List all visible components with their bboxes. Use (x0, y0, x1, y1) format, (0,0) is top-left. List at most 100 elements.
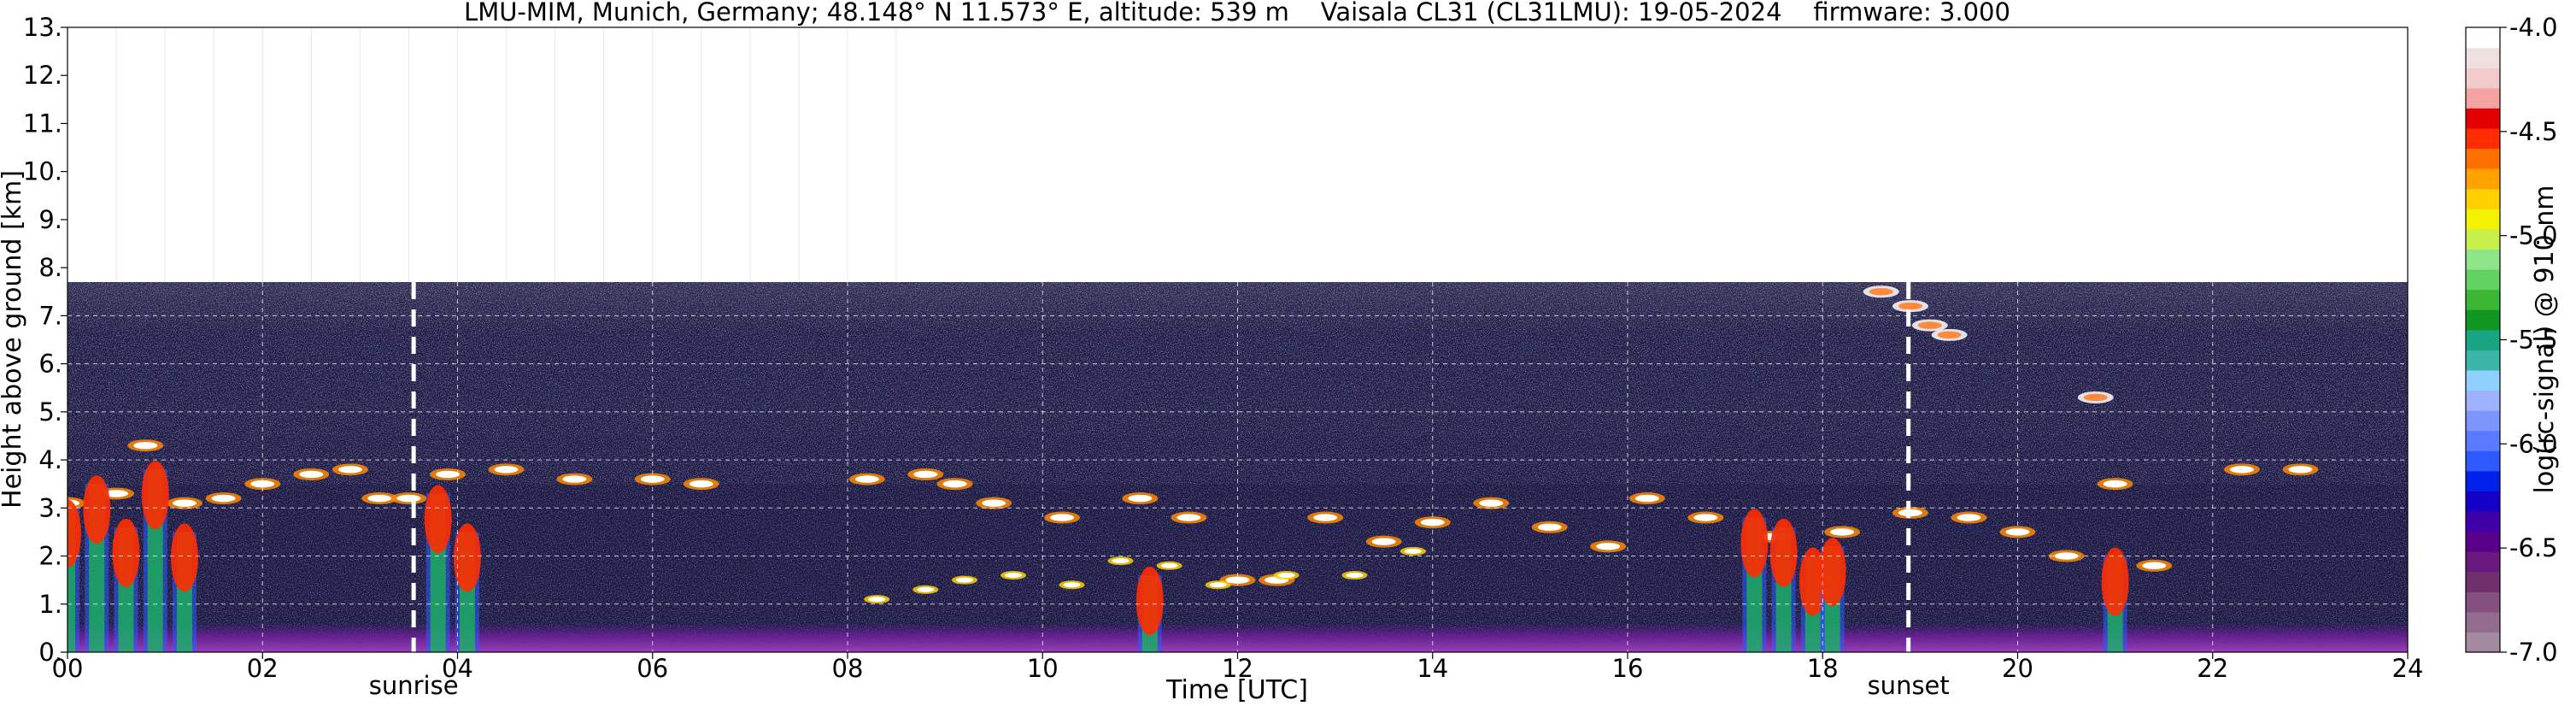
y-tick-label: 12. (23, 61, 62, 90)
precipitation-layer (67, 461, 2129, 652)
colorbar-tick-label: -7.0 (2509, 638, 2558, 667)
x-tick-label: 20 (2002, 654, 2033, 683)
precip-echo (453, 523, 481, 592)
y-tick-label: 4. (38, 445, 62, 474)
colorbar-segment (2466, 47, 2500, 68)
layer-point (1371, 538, 1396, 545)
colorbar-segment (2466, 470, 2500, 491)
colorbar-segment (2466, 209, 2500, 230)
colorbar-segment (2466, 510, 2500, 532)
layer-point (1050, 514, 1075, 521)
layer-point (942, 479, 967, 488)
precip-echo (67, 499, 81, 568)
precip-echo (2101, 547, 2129, 616)
colorbar-tick-label: -5.5 (2509, 326, 2558, 355)
x-tick-label: 18 (1807, 654, 1839, 683)
colorbar-segment (2466, 551, 2500, 573)
layer-point (2288, 466, 2313, 474)
layer-point (1479, 499, 1504, 507)
layer-point (104, 490, 129, 497)
colorbar-segment (2466, 591, 2500, 613)
x-tick-label: 14 (1417, 654, 1448, 683)
colorbar-label: log(rc-signal) @ 910 nm (2530, 185, 2560, 494)
colorbar-tick-label: -6.5 (2509, 533, 2558, 562)
colorbar-segment (2466, 430, 2500, 451)
y-axis: 0. 1. 2. 3. 4. 5. 6. 7. 8. 9. 10. 11. 12. 13. (23, 13, 67, 667)
y-tick-label: 10. (23, 157, 62, 186)
colorbar-segment (2466, 611, 2500, 633)
colorbar-segment (2466, 289, 2500, 310)
layer-point (1128, 494, 1153, 503)
layer-point (2142, 562, 2167, 569)
layer-point (868, 597, 886, 603)
colorbar-segment (2466, 632, 2500, 653)
layer-point (1225, 576, 1250, 584)
precip-echo (1740, 509, 1769, 578)
x-tick-label: 04 (442, 654, 473, 683)
layer-point (133, 442, 158, 450)
layer-point (1404, 548, 1422, 554)
chart-title: LMU-MIM, Munich, Germany; 48.148° N 11.5… (464, 0, 2010, 26)
colorbar-segment (2466, 268, 2500, 291)
aerosol-cloud-layers (67, 285, 2319, 652)
y-axis-label: Height above ground [km] (0, 170, 27, 509)
layer-point (2054, 552, 2079, 560)
layer-point (1209, 582, 1227, 588)
x-tick-label: 24 (2392, 654, 2424, 683)
y-tick-label: 5. (38, 397, 62, 427)
layer-point (1917, 321, 1942, 329)
x-tick-label: 00 (52, 654, 84, 683)
layer-point (1596, 543, 1621, 550)
precip-echo (1769, 518, 1798, 587)
layer-point (1937, 331, 1962, 339)
layer-point (562, 475, 587, 483)
colorbar-segment (2466, 68, 2500, 89)
layer-point (917, 586, 935, 592)
layer-point (1537, 523, 1562, 531)
plot-area (67, 27, 2408, 652)
colorbar-tick-label: -6.0 (2509, 429, 2558, 458)
y-tick-label: 3. (38, 493, 62, 522)
colorbar-tick-label: -4.0 (2509, 13, 2558, 42)
precip-echo (112, 518, 140, 587)
x-tick-label: 02 (247, 654, 279, 683)
elevated-layer-layer (1863, 285, 2114, 403)
y-tick-label: 9. (38, 205, 62, 234)
layer-point (396, 494, 421, 503)
colorbar-tick-label: -4.5 (2509, 117, 2558, 146)
layer-point (1634, 494, 1659, 503)
colorbar-tick-label: -5.0 (2509, 221, 2558, 250)
layer-point (211, 494, 236, 503)
upper-gridlines (115, 27, 897, 283)
layer-point (955, 577, 973, 583)
layer-point (1063, 582, 1081, 588)
x-tick-label: 12 (1222, 654, 1253, 683)
colorbar-segment (2466, 228, 2500, 250)
x-axis-label: Time [UTC] (1165, 675, 1308, 705)
colorbar-segment (2466, 249, 2500, 270)
y-tick-label: 11. (23, 109, 62, 138)
layer-point (1160, 562, 1178, 568)
layer-point (1313, 514, 1338, 521)
x-tick-label: 16 (1612, 654, 1644, 683)
colorbar-segment (2466, 450, 2500, 472)
y-tick-label: 6. (38, 350, 62, 379)
layer-point (689, 479, 713, 488)
layer-point (1177, 514, 1201, 521)
colorbar-segment (2466, 127, 2500, 150)
colorbar-segment (2466, 309, 2500, 331)
precip-column-core (67, 508, 75, 652)
layer-point (2103, 479, 2127, 488)
layer-point (250, 479, 275, 488)
event-labels: sunrise sunset (369, 671, 1950, 700)
colorbar-segment (2466, 188, 2500, 209)
precip-echo (424, 485, 452, 554)
colorbar-segment (2466, 350, 2500, 371)
layer-point (1346, 573, 1364, 579)
layer-point (854, 475, 879, 483)
cloud-layer (67, 439, 2319, 586)
x-tick-label: 06 (637, 654, 668, 683)
y-tick-label: 2. (38, 542, 62, 571)
x-tick-label: 10 (1027, 654, 1059, 683)
x-axis: 00 02 04 06 08 10 12 14 16 18 20 22 24 (52, 652, 2424, 683)
